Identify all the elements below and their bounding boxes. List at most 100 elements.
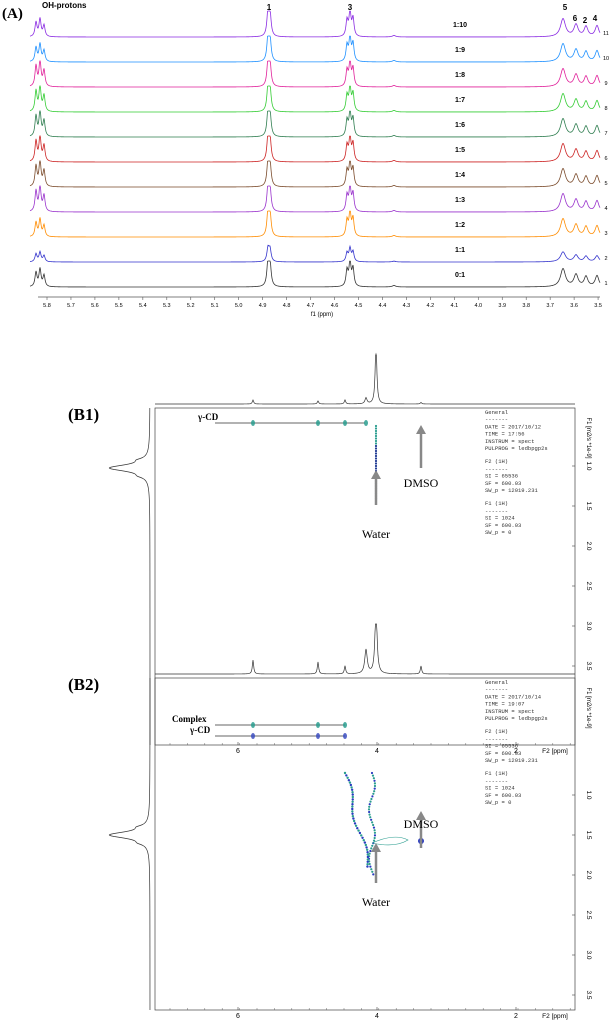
parameter-line: ------- [485, 416, 508, 423]
y-axis-label: F1 [m2/s *1e-9] [585, 417, 591, 458]
peak-annotation: Water [362, 895, 390, 909]
water-signal [371, 870, 374, 873]
cross-peak [343, 733, 347, 739]
peak-label: 1 [267, 3, 272, 12]
water-signal [367, 808, 371, 811]
x-tick-label: 4.1 [450, 303, 458, 309]
peak-label: 6 [573, 14, 578, 23]
spectrum-trace [29, 260, 601, 288]
water-signal [365, 848, 369, 851]
parameter-line: F1 (1H) [485, 770, 508, 777]
water-signal [369, 865, 372, 868]
x-tick-label: 5.6 [91, 303, 99, 309]
y-axis-label: F1 [m2/s *1e-9] [585, 687, 591, 728]
projection-f1 [108, 678, 151, 1010]
y-tick-label: 3.5 [585, 990, 592, 999]
water-signal [368, 805, 371, 808]
water-signal [374, 459, 378, 463]
parameter-line: TIME = 17:56 [485, 431, 525, 438]
parameter-line: SI = 1024 [485, 515, 515, 522]
water-signal [351, 795, 354, 799]
water-signal [348, 781, 352, 784]
parameter-line: DATE = 2017/10/14 [485, 693, 542, 700]
trace-number: 3 [604, 231, 607, 237]
x-tick-label: 5.2 [187, 303, 195, 309]
water-signal [372, 777, 375, 780]
water-signal [351, 791, 354, 794]
water-signal [368, 813, 371, 816]
water-signal [349, 783, 353, 787]
spectrum-trace [29, 35, 601, 63]
peak-label: 2 [583, 16, 588, 25]
parameter-line: SF = 600.03 [485, 522, 521, 529]
cross-peak [316, 733, 320, 739]
water-signal [374, 454, 378, 458]
water-signal [370, 771, 374, 775]
trace-number: 5 [604, 181, 607, 187]
water-signal [352, 819, 356, 823]
parameter-line: SW_p = 12019.231 [485, 757, 539, 764]
water-signal [374, 452, 378, 455]
y-tick-label: 2.5 [585, 910, 592, 919]
projection-f2 [155, 352, 575, 405]
x-tick-label: 4.0 [474, 303, 482, 309]
water-signal [371, 774, 375, 777]
water-signal [372, 873, 375, 876]
x-tick-label: 4.2 [427, 303, 435, 309]
water-signal [351, 815, 355, 818]
annotation: Complex [172, 714, 207, 724]
water-signal [366, 851, 369, 854]
water-signal [373, 784, 377, 788]
water-signal [371, 821, 374, 824]
parameter-line: SW_p = 12019.231 [485, 487, 539, 494]
water-signal [345, 774, 348, 777]
trace-number: 4 [604, 206, 607, 212]
parameter-line: ------- [485, 686, 508, 693]
ratio-label: 1:5 [455, 147, 465, 154]
trace-number: 1 [604, 281, 607, 287]
x-tick-label: 3.9 [498, 303, 506, 309]
spectrum-trace [29, 10, 601, 38]
ratio-label: 1:10 [453, 22, 467, 29]
parameter-line: ------- [485, 507, 508, 514]
ratio-label: 1:6 [455, 122, 465, 129]
water-signal [353, 822, 357, 825]
water-signal [366, 865, 369, 868]
x-tick-label: 5.4 [139, 303, 147, 309]
x-tick-label: 5.7 [67, 303, 75, 309]
peak-annotation: Water [362, 527, 390, 541]
water-signal [374, 429, 378, 433]
arrow-head [416, 425, 426, 434]
water-signal [373, 831, 377, 834]
water-signal [374, 437, 378, 440]
cross-peak [343, 420, 347, 426]
water-signal [350, 788, 354, 791]
arrow-head [416, 811, 426, 820]
water-signal [361, 836, 364, 839]
water-signal [374, 457, 378, 460]
cross-peak [316, 722, 320, 728]
water-signal [352, 817, 355, 820]
water-signal [360, 834, 363, 837]
projection-f2 [155, 623, 575, 675]
water-signal [374, 444, 378, 448]
water-signal [351, 793, 354, 796]
annotation: γ-CD [189, 725, 211, 735]
x-tick-label: 5.8 [43, 303, 51, 309]
water-signal [372, 826, 376, 829]
peak-annotation: DMSO [404, 476, 439, 490]
water-signal [366, 855, 370, 859]
x-tick-label: 4 [375, 1013, 379, 1020]
water-signal [366, 853, 369, 856]
panel-label: (A) [2, 6, 23, 22]
parameter-line: SW_p = 0 [485, 529, 511, 536]
trace-number: 2 [604, 256, 607, 262]
trace-number: 6 [604, 156, 607, 162]
water-signal [368, 862, 371, 866]
water-signal [357, 829, 360, 832]
contour [371, 836, 409, 846]
parameter-line: F2 (1H) [485, 728, 508, 735]
water-signal [369, 849, 372, 853]
spectrum-trace [29, 244, 601, 263]
